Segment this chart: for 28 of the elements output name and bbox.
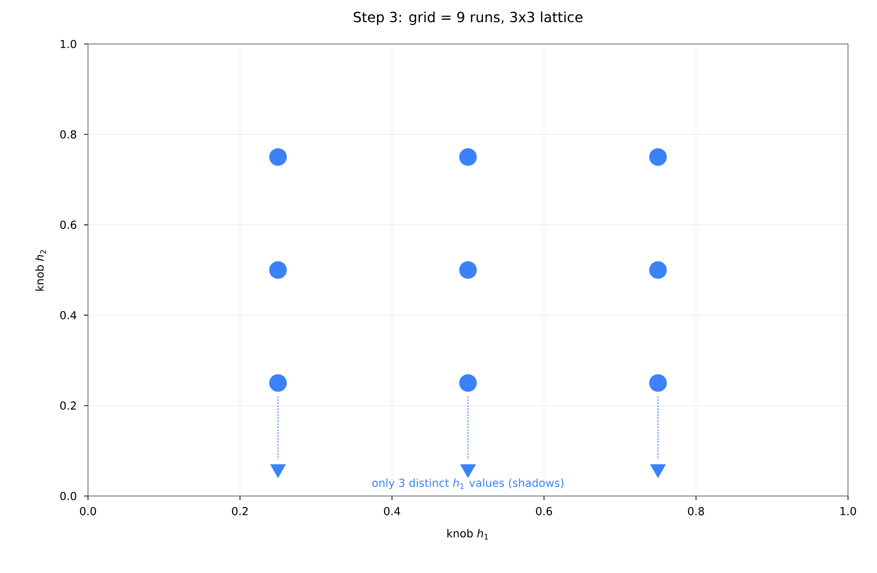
x-tick-label: 0.8 (688, 507, 704, 516)
y-tick-label: 0.8 (60, 130, 76, 139)
y-tick-label: 1.0 (60, 40, 76, 48)
point (459, 148, 477, 166)
chart-title: Step 3: grid = 9 runs, 3x3 lattice (354, 12, 582, 26)
point (269, 261, 287, 279)
point (270, 464, 286, 478)
annotation: only 3 distinct h$_{1}$ values (shadows) (372, 478, 564, 490)
point (459, 374, 477, 392)
point (649, 374, 667, 392)
x-tick-label: 0.2 (232, 507, 248, 516)
x-axis-title: knob h$_{1}$ (447, 528, 488, 540)
y-axis-title: knob h$_{2}$ (35, 250, 46, 291)
point (650, 464, 666, 478)
point (269, 148, 287, 166)
point (459, 261, 477, 279)
y-tick-label: 0.4 (60, 311, 76, 320)
x-tick-label: 0.4 (384, 507, 400, 516)
y-tick-label: 0.0 (60, 492, 76, 500)
x-tick-label: 1.0 (840, 507, 856, 516)
point (649, 148, 667, 166)
y-tick-label: 0.2 (60, 401, 76, 410)
point (460, 464, 476, 478)
x-tick-label: 0.6 (536, 507, 552, 516)
point (269, 374, 287, 392)
x-tick-label: 0.0 (80, 507, 96, 516)
point (649, 261, 667, 279)
y-tick-label: 0.6 (60, 220, 76, 229)
